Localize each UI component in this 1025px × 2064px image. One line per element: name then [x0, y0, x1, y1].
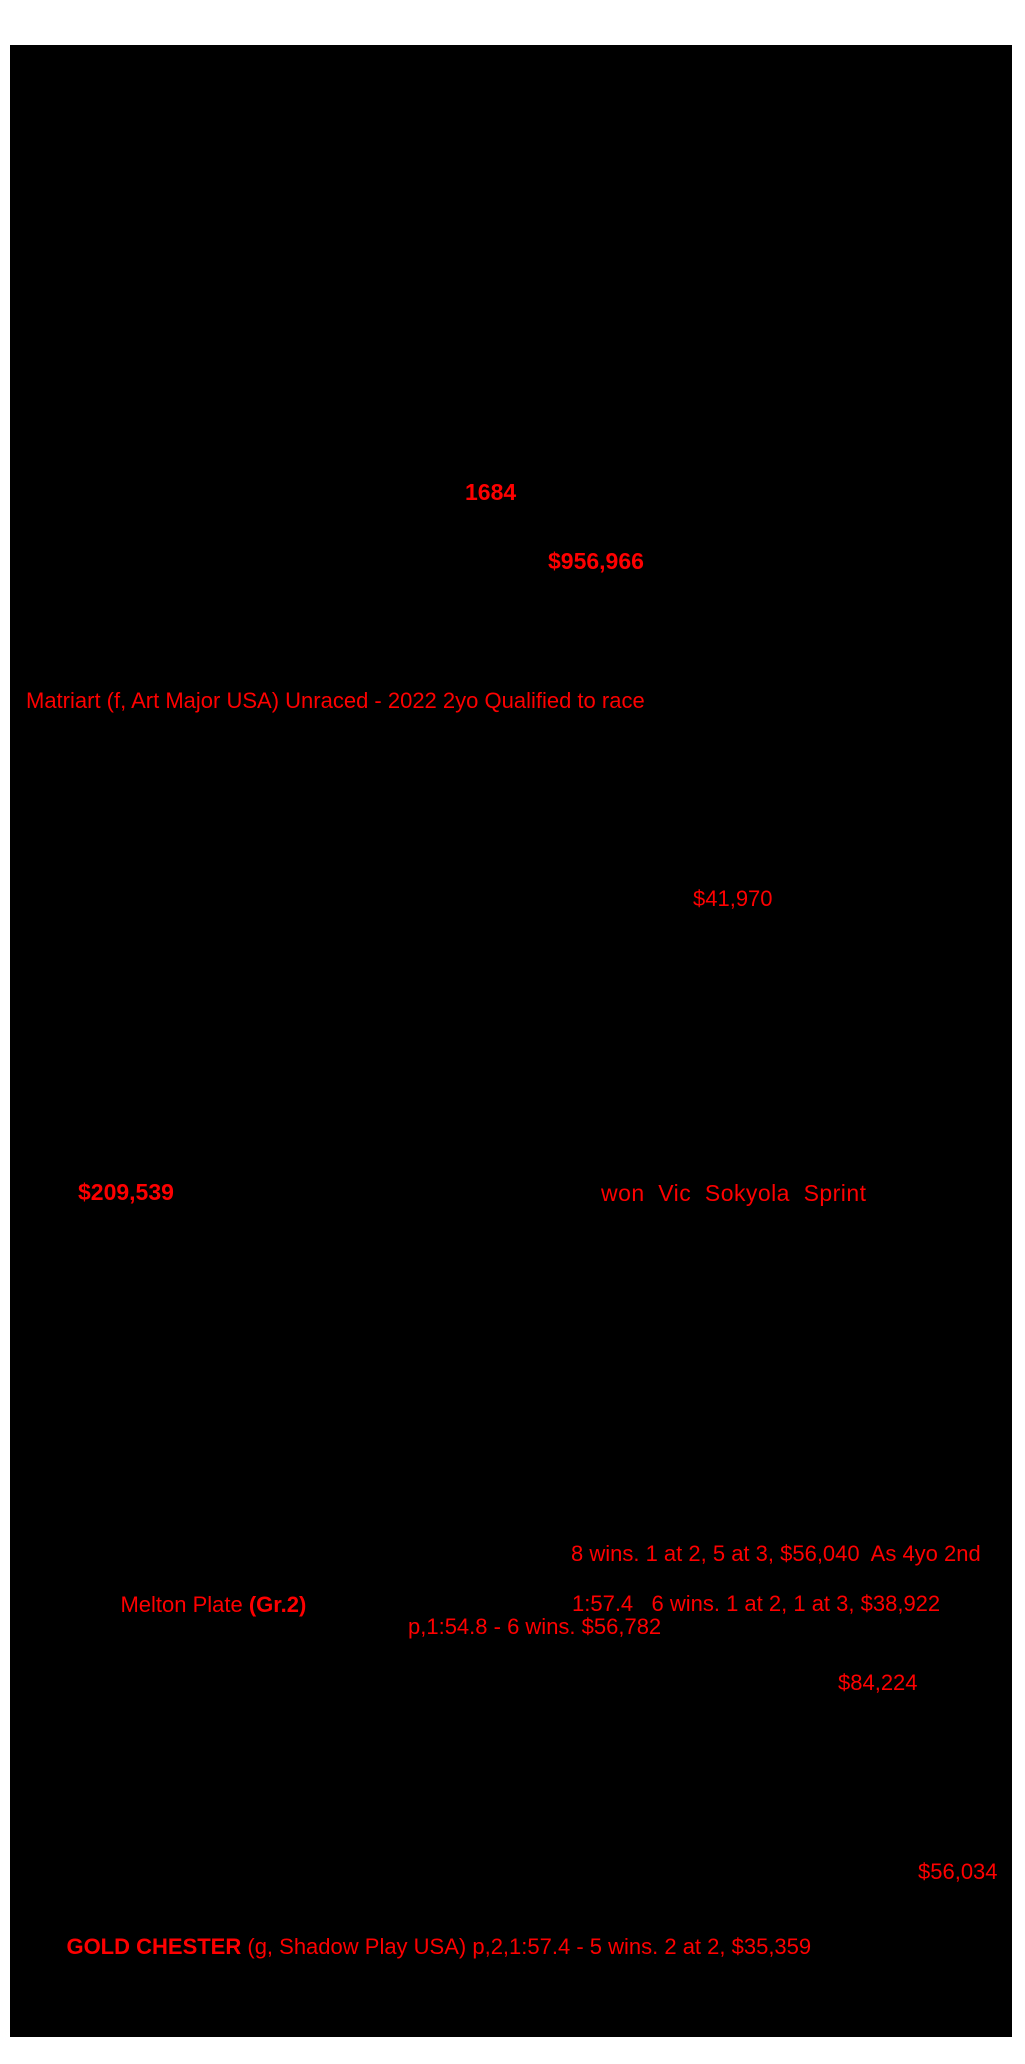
melton-plate-name: Melton Plate [120, 1592, 249, 1617]
gold-chester-detail: (g, Shadow Play USA) p,2,1:57.4 - 5 wins… [241, 1934, 812, 1959]
melton-plate-line: Melton Plate (Gr.2) [96, 1572, 306, 1638]
earnings-56034-value: $56,034 [918, 1859, 998, 1884]
gold-chester-line: GOLD CHESTER (g, Shadow Play USA) p,2,1:… [42, 1914, 811, 1980]
record-p1548-line: p,1:54.8 - 6 wins. $56,782 [408, 1614, 662, 1639]
race-win-sokyola-sprint: won Vic Sokyola Sprint [601, 1180, 867, 1206]
pedigree-page: 1684 $956,966 Matriart (f, Art Major USA… [10, 45, 1012, 2037]
earnings-total-value: $956,966 [548, 548, 644, 574]
melton-plate-grade: (Gr.2) [248, 1592, 307, 1617]
earnings-84224-value: $84,224 [838, 1670, 918, 1695]
record-8-wins-line: 8 wins. 1 at 2, 5 at 3, $56,040 As 4yo 2… [571, 1541, 981, 1566]
earnings-209539-value: $209,539 [78, 1179, 174, 1205]
gold-chester-name: GOLD CHESTER [66, 1934, 242, 1959]
matriart-progeny-line: Matriart (f, Art Major USA) Unraced - 20… [26, 688, 645, 713]
record-1574-line: 1:57.4 6 wins. 1 at 2, 1 at 3, $38,922 [572, 1591, 941, 1616]
earnings-41970-value: $41,970 [693, 886, 773, 911]
foal-count-value: 1684 [465, 479, 517, 505]
